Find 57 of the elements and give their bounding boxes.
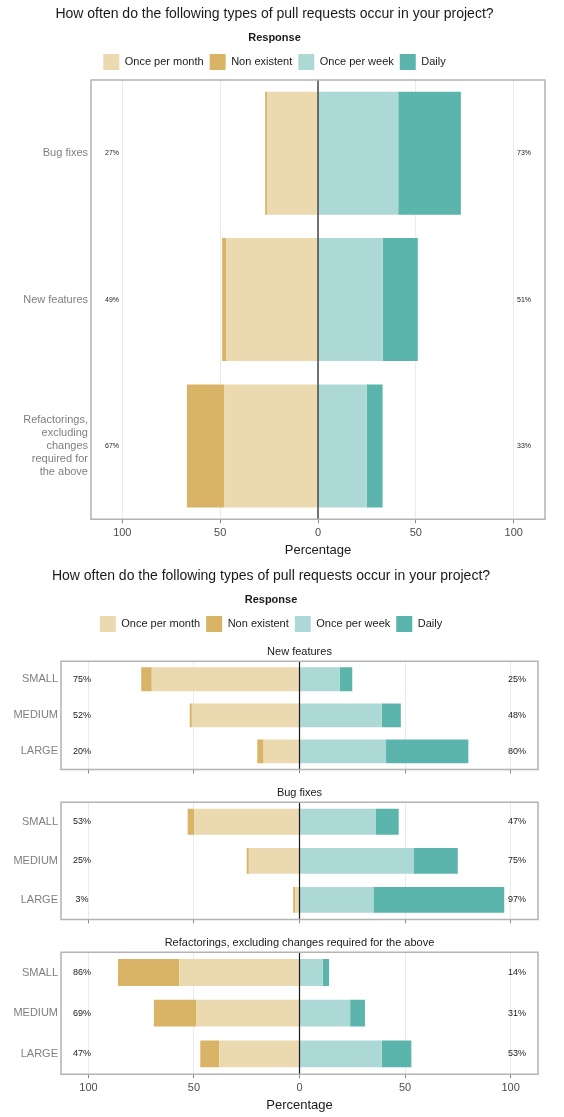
legend-label: Once per month [121,617,201,630]
annotation: 86% [72,967,92,978]
annotation: 47% [72,1048,92,1059]
annotation: 69% [72,1007,92,1018]
x-axis-title: Percentage [266,1096,333,1112]
annotation: 20% [72,745,92,756]
chart-subtitle: Refactorings, excluding changes required for the above [164,935,435,948]
x-tick-label: 100 [113,525,132,538]
annotation: 97% [507,894,527,905]
y-tick-label: SMALL [21,672,58,685]
y-tick-label: SMALL [21,965,58,978]
annotation: 14% [507,967,527,978]
annotation: 47% [507,816,527,827]
legend-title: Response [248,31,301,44]
x-axis-title: Percentage [284,541,352,557]
legend-label: Non existent [227,617,289,630]
legend-title: Response [244,593,298,606]
annotation: 80% [507,745,527,756]
legend-label: Once per month [124,55,204,68]
annotation: 3% [75,894,89,905]
annotation: 48% [507,709,527,720]
legend-label: Daily [417,617,443,630]
annotation: 75% [507,855,527,866]
x-tick-label: 100 [79,1080,98,1093]
legend-label: Daily [421,55,447,68]
y-tick-label: New features [23,292,89,305]
annotation: 31% [507,1007,527,1018]
y-tick-label: MEDIUM [13,853,58,866]
y-tick-label: LARGE [20,892,58,905]
annotation: 25% [72,855,92,866]
annotation: 53% [507,1048,527,1059]
chart-title: How often do the following types of pull requests occur in your project? [55,5,494,22]
legend-label: Once per week [319,55,395,68]
x-tick-label: 50 [409,525,422,538]
x-tick-label: 100 [501,1080,520,1093]
x-tick-label: 0 [314,525,322,538]
x-tick-label: 50 [214,525,227,538]
y-tick-label: MEDIUM [13,1006,58,1019]
x-tick-label: 50 [187,1080,201,1093]
x-tick-label: 50 [398,1080,412,1093]
y-tick-label: Refactorings, excluding changes required for the above [23,412,89,478]
legend-label: Non existent [231,55,293,68]
annotation: 53% [72,816,92,827]
x-tick-label: 100 [504,525,523,538]
chart-title: How often do the following types of pull requests occur in your project? [51,567,491,584]
y-tick-label: LARGE [20,1046,58,1059]
x-tick-label: 0 [296,1080,303,1093]
chart-subtitle: New features [267,644,333,657]
annotation: 25% [507,673,527,684]
chart-subtitle: Bug fixes [276,785,323,798]
annotation: 52% [72,709,92,720]
y-tick-label: MEDIUM [13,708,58,721]
y-tick-label: Bug fixes [42,146,89,159]
legend-label: Once per week [316,617,391,630]
y-tick-label: SMALL [21,814,58,827]
y-tick-label: LARGE [20,744,58,757]
annotation: 75% [72,673,92,684]
